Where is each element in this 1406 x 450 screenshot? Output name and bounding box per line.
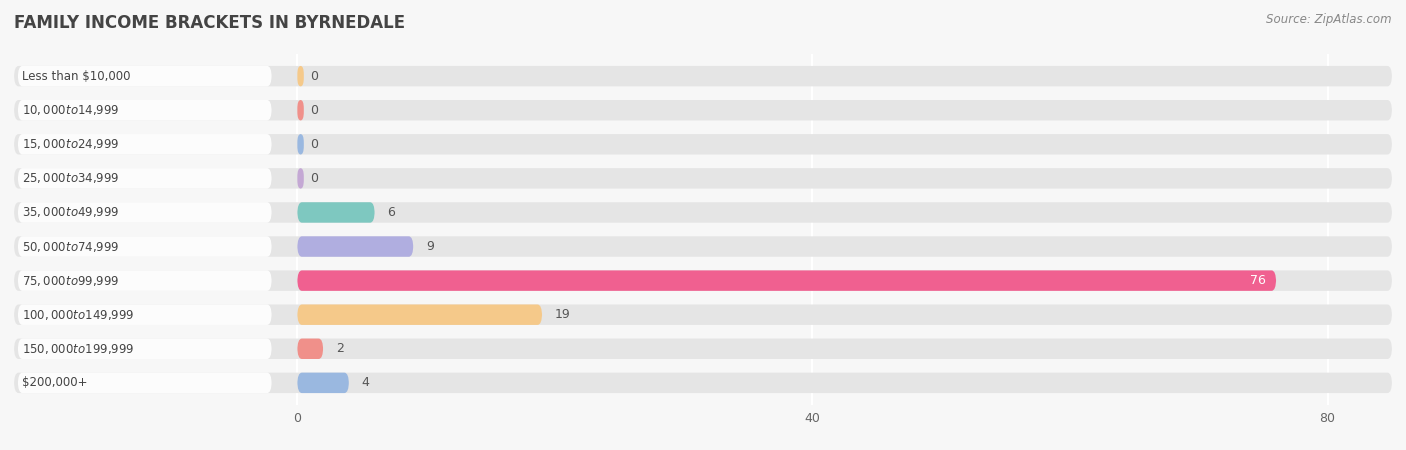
FancyBboxPatch shape bbox=[18, 134, 271, 154]
FancyBboxPatch shape bbox=[297, 305, 543, 325]
Text: $75,000 to $99,999: $75,000 to $99,999 bbox=[21, 274, 120, 288]
FancyBboxPatch shape bbox=[14, 236, 1392, 257]
Text: 19: 19 bbox=[555, 308, 571, 321]
Text: 0: 0 bbox=[311, 70, 318, 83]
Text: 0: 0 bbox=[311, 172, 318, 185]
FancyBboxPatch shape bbox=[18, 66, 271, 86]
Text: $10,000 to $14,999: $10,000 to $14,999 bbox=[21, 103, 120, 117]
Text: 0: 0 bbox=[311, 138, 318, 151]
FancyBboxPatch shape bbox=[14, 373, 1392, 393]
FancyBboxPatch shape bbox=[14, 134, 1392, 154]
FancyBboxPatch shape bbox=[297, 338, 323, 359]
FancyBboxPatch shape bbox=[18, 373, 271, 393]
FancyBboxPatch shape bbox=[14, 202, 1392, 223]
Text: 4: 4 bbox=[361, 376, 370, 389]
Text: FAMILY INCOME BRACKETS IN BYRNEDALE: FAMILY INCOME BRACKETS IN BYRNEDALE bbox=[14, 14, 405, 32]
Text: $15,000 to $24,999: $15,000 to $24,999 bbox=[21, 137, 120, 151]
FancyBboxPatch shape bbox=[18, 338, 271, 359]
FancyBboxPatch shape bbox=[14, 305, 1392, 325]
Text: $50,000 to $74,999: $50,000 to $74,999 bbox=[21, 239, 120, 253]
FancyBboxPatch shape bbox=[297, 202, 374, 223]
FancyBboxPatch shape bbox=[297, 236, 413, 257]
FancyBboxPatch shape bbox=[18, 202, 271, 223]
FancyBboxPatch shape bbox=[18, 100, 271, 121]
FancyBboxPatch shape bbox=[18, 168, 271, 189]
Text: $35,000 to $49,999: $35,000 to $49,999 bbox=[21, 206, 120, 220]
Text: Source: ZipAtlas.com: Source: ZipAtlas.com bbox=[1267, 14, 1392, 27]
FancyBboxPatch shape bbox=[297, 66, 304, 86]
FancyBboxPatch shape bbox=[14, 338, 1392, 359]
FancyBboxPatch shape bbox=[18, 305, 271, 325]
FancyBboxPatch shape bbox=[18, 270, 271, 291]
Text: 0: 0 bbox=[311, 104, 318, 117]
FancyBboxPatch shape bbox=[14, 168, 1392, 189]
Text: Less than $10,000: Less than $10,000 bbox=[21, 70, 131, 83]
Text: 76: 76 bbox=[1250, 274, 1265, 287]
FancyBboxPatch shape bbox=[297, 134, 304, 154]
FancyBboxPatch shape bbox=[18, 236, 271, 257]
Text: 6: 6 bbox=[388, 206, 395, 219]
Text: $100,000 to $149,999: $100,000 to $149,999 bbox=[21, 308, 134, 322]
FancyBboxPatch shape bbox=[297, 100, 304, 121]
Text: 2: 2 bbox=[336, 342, 344, 355]
FancyBboxPatch shape bbox=[14, 66, 1392, 86]
FancyBboxPatch shape bbox=[14, 100, 1392, 121]
Text: $150,000 to $199,999: $150,000 to $199,999 bbox=[21, 342, 134, 356]
FancyBboxPatch shape bbox=[297, 373, 349, 393]
FancyBboxPatch shape bbox=[14, 270, 1392, 291]
Text: $25,000 to $34,999: $25,000 to $34,999 bbox=[21, 171, 120, 185]
Text: 9: 9 bbox=[426, 240, 434, 253]
Text: $200,000+: $200,000+ bbox=[21, 376, 87, 389]
FancyBboxPatch shape bbox=[297, 270, 1277, 291]
FancyBboxPatch shape bbox=[297, 168, 304, 189]
